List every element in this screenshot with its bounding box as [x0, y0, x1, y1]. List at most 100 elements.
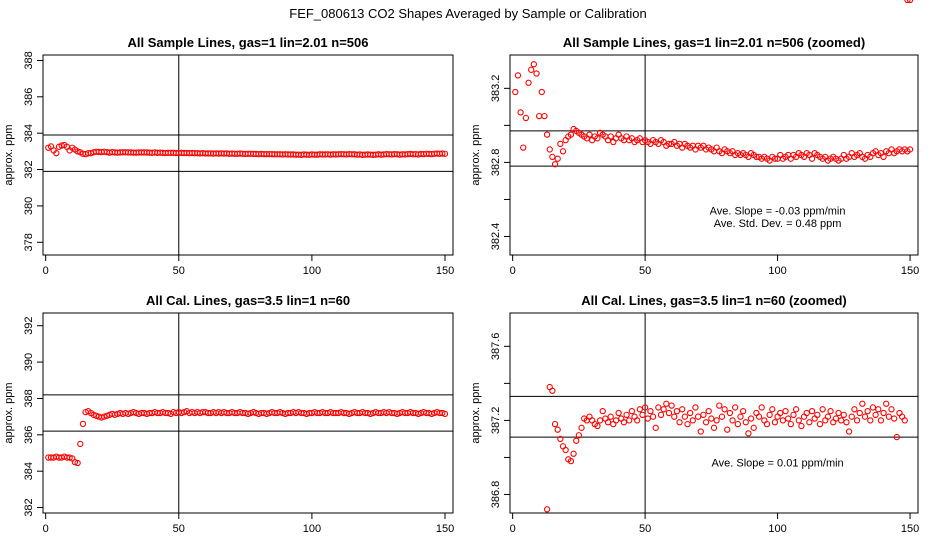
data-point: [893, 433, 900, 441]
y-tick-label: 386: [23, 426, 35, 444]
data-point: [657, 411, 665, 419]
data-point: [628, 407, 636, 415]
data-point: [604, 419, 612, 426]
x-tick-label: 50: [173, 523, 185, 535]
data-point: [859, 400, 866, 407]
data-point: [732, 404, 739, 411]
data-point: [111, 411, 119, 418]
data-point: [843, 419, 850, 426]
data-point: [573, 437, 580, 444]
data-point: [808, 155, 816, 162]
data-point: [549, 387, 556, 394]
data-point: [441, 150, 449, 157]
data-point: [869, 404, 877, 411]
panel-title: All Cal. Lines, gas=3.5 lin=1 n=60 (zoom…: [581, 293, 847, 308]
data-point: [557, 140, 564, 148]
data-point: [660, 406, 667, 413]
data-point: [649, 413, 657, 420]
data-point: [792, 406, 800, 413]
data-point: [875, 406, 882, 413]
data-point: [747, 415, 755, 422]
data-points: [512, 61, 914, 168]
data-point: [441, 410, 449, 418]
data-point: [782, 407, 789, 415]
data-point: [393, 410, 401, 418]
data-point: [415, 410, 422, 418]
data-point: [750, 424, 757, 431]
data-point: [636, 406, 643, 413]
data-point: [687, 409, 694, 417]
data-point: [867, 417, 874, 424]
data-point: [665, 140, 673, 148]
panel-title: All Sample Lines, gas=1 lin=2.01 n=506: [128, 35, 369, 50]
data-point: [533, 70, 540, 77]
data-point: [130, 408, 137, 416]
data-point: [276, 408, 284, 416]
data-point: [596, 417, 604, 424]
data-point: [528, 66, 535, 73]
y-tick-label: 378: [23, 233, 35, 251]
plot-frame: [42, 54, 454, 256]
y-tick-label: 384: [23, 462, 35, 480]
panel-p2: All Sample Lines, gas=1 lin=2.01 n=506 (…: [470, 35, 919, 277]
data-point: [663, 400, 670, 407]
y-tick-label: 382.8: [490, 149, 502, 177]
y-tick-label: 382: [23, 160, 35, 178]
data-point: [668, 402, 675, 409]
x-tick-label: 100: [768, 265, 786, 277]
data-point: [623, 411, 630, 419]
data-point: [439, 150, 446, 157]
x-tick-label: 150: [436, 265, 454, 277]
x-tick-label: 100: [303, 265, 321, 277]
x-tick-label: 150: [436, 523, 454, 535]
x-tick-label: 50: [173, 265, 185, 277]
data-point: [559, 148, 567, 155]
data-point: [543, 131, 551, 138]
y-tick-label: 386.8: [490, 481, 502, 509]
x-tick-label: 150: [901, 265, 919, 277]
data-point: [620, 419, 628, 426]
data-point: [652, 424, 659, 431]
data-point: [639, 411, 646, 419]
y-tick-label: 386: [23, 88, 35, 106]
data-point: [66, 454, 73, 461]
data-point: [594, 422, 601, 430]
data-point: [785, 415, 792, 422]
y-tick-label: 383.2: [490, 75, 502, 103]
data-point: [671, 413, 678, 420]
data-point: [439, 409, 446, 417]
data-point: [787, 420, 794, 428]
y-tick-label: 387.2: [490, 407, 502, 435]
data-point: [346, 410, 353, 418]
data-point: [904, 0, 911, 4]
data-point: [766, 411, 773, 419]
data-point: [753, 153, 760, 161]
data-point: [681, 413, 689, 420]
data-point: [816, 420, 824, 428]
plot-frame: [509, 54, 919, 256]
data-point: [599, 407, 606, 415]
panel-p1: All Sample Lines, gas=1 lin=2.01 n=506 0 5…: [3, 35, 454, 277]
data-point: [694, 413, 702, 420]
data-point: [856, 409, 863, 417]
data-point: [739, 407, 747, 415]
data-point: [607, 413, 614, 420]
data-point: [77, 440, 84, 448]
data-point: [771, 155, 779, 162]
data-point: [244, 410, 252, 418]
data-point: [263, 410, 270, 418]
data-point: [575, 432, 583, 439]
y-tick-label: 387.6: [490, 333, 502, 361]
data-point: [716, 402, 723, 409]
data-point: [779, 417, 787, 424]
y-tick-label: 384: [23, 124, 35, 142]
data-point: [726, 409, 734, 417]
data-point: [74, 459, 81, 467]
data-point: [594, 135, 601, 142]
data-points: [543, 0, 914, 513]
data-point: [710, 424, 718, 431]
data-point: [551, 161, 559, 168]
data-point: [697, 428, 704, 435]
data-point: [655, 404, 662, 411]
